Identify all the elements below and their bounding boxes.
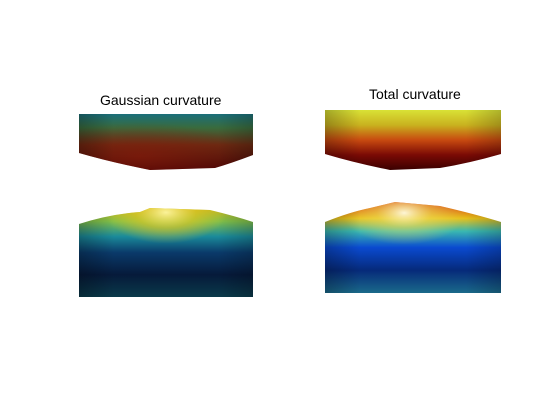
- total-curvature-title: Total curvature: [369, 86, 461, 102]
- total-curvature-lower-surface: [325, 202, 501, 293]
- gaussian-curvature-upper-surface: [79, 114, 253, 170]
- gaussian-curvature-lower-surface: [79, 208, 253, 297]
- total-curvature-upper-surface: [325, 110, 501, 170]
- gaussian-curvature-title: Gaussian curvature: [100, 92, 222, 108]
